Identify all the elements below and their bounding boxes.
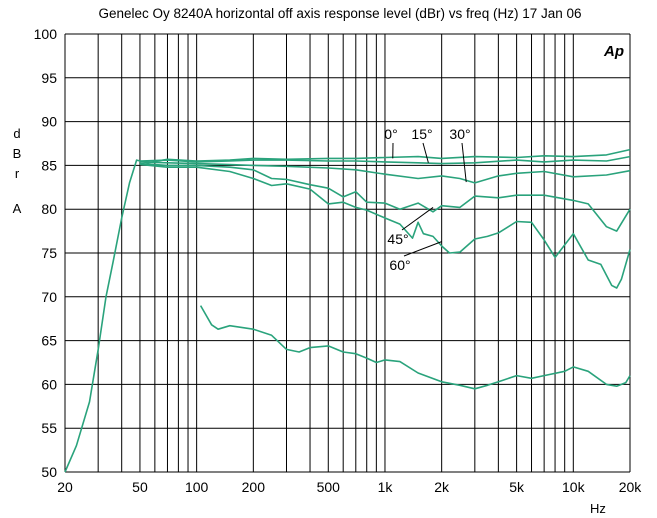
annotation-leader-line	[422, 142, 429, 163]
x-tick-label: 10k	[562, 479, 586, 495]
y-tick-label: 80	[41, 201, 57, 217]
x-tick-label: 20	[57, 479, 73, 495]
annotation-label: 30°	[449, 126, 470, 142]
series-line	[139, 163, 631, 289]
x-tick-label: 100	[185, 479, 209, 495]
y-tick-label: 95	[41, 70, 57, 86]
series-group	[64, 148, 631, 473]
y-tick-label: 85	[41, 157, 57, 173]
y-tick-label: 100	[34, 26, 58, 42]
y-tick-label: 65	[41, 333, 57, 349]
series-line	[64, 148, 631, 473]
annotation-label: 0°	[384, 126, 397, 142]
x-tick-label: 2k	[434, 479, 450, 495]
y-axis-label-letter: d	[13, 126, 20, 141]
chart-title: Genelec Oy 8240A horizontal off axis res…	[99, 6, 582, 21]
y-axis-label: dBr A	[13, 126, 22, 216]
y-tick-label: 60	[41, 376, 57, 392]
y-tick-label: 50	[41, 464, 57, 480]
annotation-label: 45°	[387, 231, 408, 247]
annotation-leader-line	[461, 142, 467, 183]
y-tick-label: 70	[41, 289, 57, 305]
annotation-label: 15°	[411, 126, 432, 142]
y-axis-label-letter: r	[15, 166, 20, 181]
series-line	[199, 305, 631, 390]
series-line	[139, 155, 631, 165]
y-tick-label: 75	[41, 245, 57, 261]
y-axis-label-letter: B	[13, 146, 22, 161]
x-tick-label: 1k	[378, 479, 394, 495]
x-tick-label: 20k	[619, 479, 643, 495]
y-tick-labels: 50 55 60 65 70 75 80 85 90 95 100	[34, 26, 58, 480]
y-tick-label: 55	[41, 420, 57, 436]
grid	[64, 33, 631, 473]
y-axis-label-letter: A	[13, 201, 22, 216]
x-tick-label: 200	[242, 479, 266, 495]
angle-annotations: 0° 15° 30° 45° 60°	[384, 126, 470, 273]
annotation-leader-line	[401, 207, 434, 231]
x-tick-label: 500	[317, 479, 341, 495]
x-tick-labels: 20 50 100 200 500 1k 2k 5k 10k 20k	[57, 479, 642, 495]
series-line	[139, 162, 631, 232]
x-axis-label: Hz	[590, 501, 606, 516]
x-tick-label: 50	[132, 479, 148, 495]
x-tick-label: 5k	[509, 479, 525, 495]
series-line	[139, 161, 631, 184]
y-tick-label: 90	[41, 114, 57, 130]
annotation-label: 60°	[389, 257, 410, 273]
ap-logo: Ap	[603, 43, 624, 60]
annotation-leader-line	[403, 241, 442, 257]
